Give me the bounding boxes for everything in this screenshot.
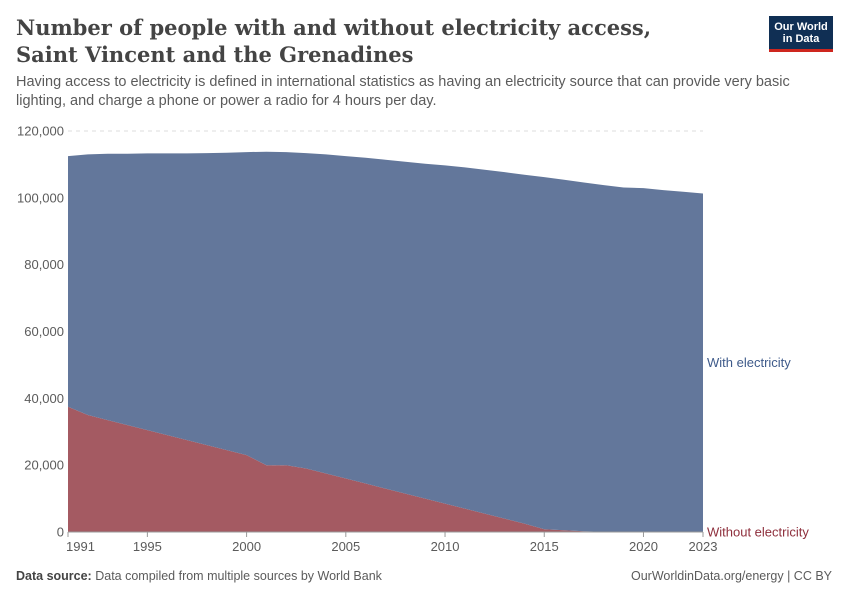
y-tick-label: 20,000 bbox=[24, 458, 64, 473]
x-tick-label: 2010 bbox=[431, 539, 460, 554]
data-source-text: Data compiled from multiple sources by W… bbox=[95, 569, 382, 583]
chart-subtitle: Having access to electricity is defined … bbox=[16, 74, 790, 109]
y-tick-label: 60,000 bbox=[24, 324, 64, 339]
x-tick-label: 1995 bbox=[133, 539, 162, 554]
y-tick-label: 0 bbox=[57, 525, 64, 540]
logo-line-2: in Data bbox=[782, 33, 820, 45]
series-label-with: With electricity bbox=[707, 355, 791, 370]
area-without bbox=[68, 406, 703, 532]
credit-link[interactable]: OurWorldinData.org/energy | CC BY bbox=[630, 569, 832, 583]
series-label-without: Without electricity bbox=[707, 525, 809, 540]
x-tick-label: 2005 bbox=[331, 539, 360, 554]
x-tick-label: 2020 bbox=[629, 539, 658, 554]
x-tick-label: 2000 bbox=[232, 539, 261, 554]
owid-logo[interactable]: Our World in Data bbox=[769, 16, 833, 52]
y-tick-label: 40,000 bbox=[24, 391, 64, 406]
x-tick-label: 1991 bbox=[66, 539, 95, 554]
chart-title: Number of people with and without electr… bbox=[16, 15, 652, 67]
x-tick-label: 2015 bbox=[530, 539, 559, 554]
x-tick-label: 2023 bbox=[689, 539, 718, 554]
logo-line-1: Our World bbox=[774, 21, 828, 33]
y-tick-label: 100,000 bbox=[17, 190, 64, 205]
data-source: Data source: Data compiled from multiple… bbox=[16, 569, 382, 583]
area-with bbox=[68, 151, 703, 532]
data-source-label: Data source: bbox=[16, 569, 92, 583]
y-tick-label: 120,000 bbox=[17, 124, 64, 139]
y-tick-label: 80,000 bbox=[24, 257, 64, 272]
